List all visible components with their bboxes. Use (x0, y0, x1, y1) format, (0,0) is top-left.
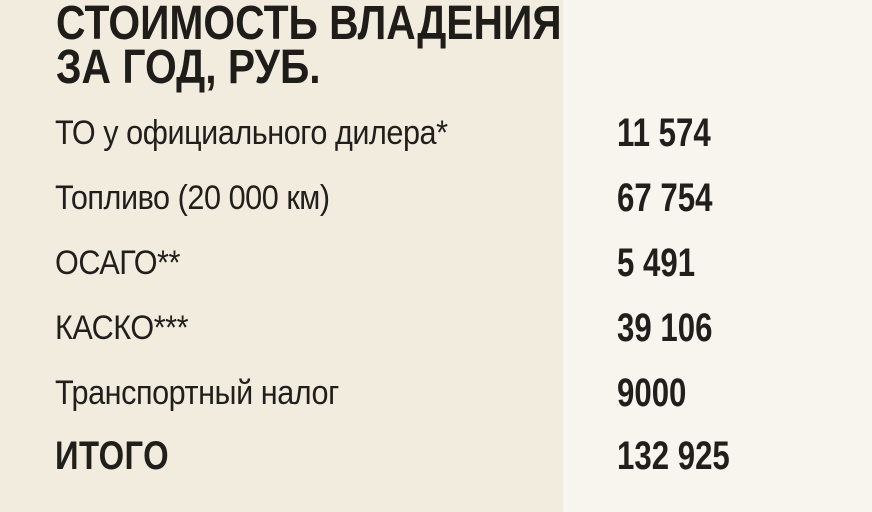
row-label: ОСАГО** (55, 243, 180, 282)
table-title-line-2: ЗА ГОД, РУБ. (56, 41, 321, 94)
row-label: Топливо (20 000 км) (55, 178, 330, 217)
table-row: ТО у официального дилера* 11 574 (0, 111, 872, 155)
row-label: КАСКО*** (55, 308, 189, 347)
row-value: 11 574 (617, 110, 711, 155)
total-value: 132 925 (617, 433, 730, 478)
table-row: Транспортный налог 9000 (0, 371, 872, 415)
row-value: 39 106 (617, 305, 713, 350)
row-value: 9000 (617, 370, 687, 415)
table-title-line-1: СТОИМОСТЬ ВЛАДЕНИЯ (56, 0, 562, 50)
table-title: СТОИМОСТЬ ВЛАДЕНИЯ ЗА ГОД, РУБ. (56, 0, 651, 94)
row-label: ТО у официального дилера* (55, 113, 448, 152)
row-label: Транспортный налог (55, 373, 339, 412)
table-row: КАСКО*** 39 106 (0, 306, 872, 350)
table-total-row: ИТОГО 132 925 (0, 434, 872, 478)
values-column-background (563, 0, 872, 512)
row-value: 67 754 (617, 175, 713, 220)
table-row: Топливо (20 000 км) 67 754 (0, 176, 872, 220)
total-label: ИТОГО (55, 433, 170, 478)
table-row: ОСАГО** 5 491 (0, 241, 872, 285)
row-value: 5 491 (617, 240, 696, 285)
